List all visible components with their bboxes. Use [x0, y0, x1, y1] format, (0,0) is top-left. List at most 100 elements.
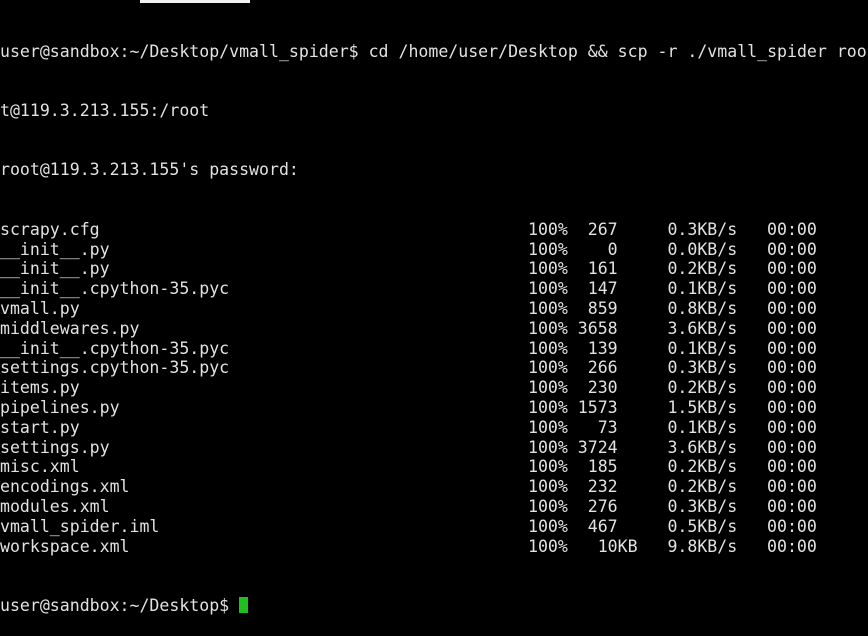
file-name: misc.xml	[0, 457, 80, 477]
transfer-size: 467	[577, 516, 618, 536]
transfer-percent: 100%	[527, 397, 568, 417]
transfer-rate: 0.2KB/s	[667, 378, 738, 398]
transfer-time: 00:00	[767, 457, 817, 477]
transfer-time: 00:00	[767, 397, 817, 417]
transfer-percent: 100%	[527, 378, 568, 398]
prompt-text: user@sandbox:~/Desktop$	[0, 595, 240, 615]
file-name: __init__.py	[0, 239, 110, 259]
transfer-size: 266	[577, 358, 618, 378]
window-edge-highlight	[140, 0, 250, 3]
file-name: start.py	[0, 417, 80, 437]
file-name: scrapy.cfg	[0, 219, 100, 239]
transfer-percent: 100%	[527, 219, 568, 239]
transfer-row: settings.py 100% 3724 3.6KB/s 00:00	[0, 438, 867, 458]
transfer-percent: 100%	[527, 496, 568, 516]
transfer-time: 00:00	[767, 338, 817, 358]
file-name: workspace.xml	[0, 536, 130, 556]
transfer-percent: 100%	[527, 318, 568, 338]
transfer-percent: 100%	[527, 516, 568, 536]
transfer-percent: 100%	[527, 298, 568, 318]
transfer-rate: 0.3KB/s	[667, 358, 738, 378]
file-name: vmall_spider.iml	[0, 516, 160, 536]
transfer-rate: 0.2KB/s	[667, 477, 738, 497]
file-name: encodings.xml	[0, 477, 130, 497]
transfer-time: 00:00	[767, 279, 817, 299]
transfer-size: 185	[577, 457, 618, 477]
file-name: __init__.cpython-35.pyc	[0, 338, 230, 358]
file-name: modules.xml	[0, 496, 110, 516]
file-name: settings.cpython-35.pyc	[0, 358, 230, 378]
transfer-size: 267	[577, 219, 618, 239]
transfer-time: 00:00	[767, 358, 817, 378]
transfer-percent: 100%	[527, 279, 568, 299]
transfer-rate: 1.5KB/s	[667, 397, 738, 417]
transfer-percent: 100%	[527, 536, 568, 556]
transfer-row: __init__.cpython-35.pyc 100% 147 0.1KB/s 00…	[0, 279, 867, 299]
transfer-row: __init__.py 100% 161 0.2KB/s 00:00	[0, 259, 867, 279]
transfer-row: modules.xml 100% 276 0.3KB/s 00:00	[0, 497, 867, 517]
transfer-time: 00:00	[767, 437, 817, 457]
transfer-rate: 0.0KB/s	[667, 239, 738, 259]
transfer-size: 10KB	[577, 536, 638, 556]
transfer-rate: 0.8KB/s	[667, 298, 738, 318]
transfer-size: 147	[577, 279, 618, 299]
transfer-percent: 100%	[527, 259, 568, 279]
transfer-rate: 3.6KB/s	[667, 437, 738, 457]
transfer-rate: 0.1KB/s	[667, 279, 738, 299]
transfer-time: 00:00	[767, 536, 817, 556]
transfer-row: workspace.xml 100% 10KB 9.8KB/s 00:00	[0, 537, 867, 557]
transfer-size: 3658	[577, 318, 618, 338]
transfer-size: 232	[577, 477, 618, 497]
transfer-rate: 9.8KB/s	[667, 536, 738, 556]
transfer-rate: 0.5KB/s	[667, 516, 738, 536]
transfer-size: 73	[577, 417, 618, 437]
transfer-time: 00:00	[767, 219, 817, 239]
transfer-size: 859	[577, 298, 618, 318]
transfer-time: 00:00	[767, 259, 817, 279]
transfer-time: 00:00	[767, 298, 817, 318]
file-name: items.py	[0, 378, 80, 398]
transfer-time: 00:00	[767, 496, 817, 516]
transfer-size: 3724	[577, 437, 618, 457]
file-name: __init__.cpython-35.pyc	[0, 279, 230, 299]
transfer-row: settings.cpython-35.pyc 100% 266 0.3KB/s 00…	[0, 358, 867, 378]
transfer-row: __init__.py 100% 0 0.0KB/s 00:00	[0, 240, 867, 260]
transfer-percent: 100%	[527, 457, 568, 477]
transfer-percent: 100%	[527, 437, 568, 457]
transfer-size: 0	[577, 239, 618, 259]
transfer-row: pipelines.py 100% 1573 1.5KB/s 00:00	[0, 398, 867, 418]
transfer-time: 00:00	[767, 239, 817, 259]
transfer-rate: 0.2KB/s	[667, 457, 738, 477]
transfer-size: 1573	[577, 397, 618, 417]
file-name: pipelines.py	[0, 397, 120, 417]
transfer-time: 00:00	[767, 516, 817, 536]
file-name: vmall.py	[0, 298, 80, 318]
transfer-row: middlewares.py 100% 3658 3.6KB/s 00:00	[0, 319, 867, 339]
transfer-row: vmall.py 100% 859 0.8KB/s 00:00	[0, 299, 867, 319]
transfer-rate: 0.2KB/s	[667, 259, 738, 279]
shell-prompt[interactable]: user@sandbox:~/Desktop$	[0, 596, 867, 616]
command-line-wrap: t@119.3.213.155:/root	[0, 100, 210, 120]
transfer-row: scrapy.cfg 100% 267 0.3KB/s 00:00	[0, 220, 867, 240]
transfer-time: 00:00	[767, 318, 817, 338]
transfer-time: 00:00	[767, 417, 817, 437]
transfer-row: encodings.xml 100% 232 0.2KB/s 00:00	[0, 477, 867, 497]
file-name: middlewares.py	[0, 318, 140, 338]
terminal-cursor	[239, 596, 249, 613]
transfer-rate: 0.1KB/s	[667, 338, 738, 358]
password-prompt: root@119.3.213.155's password:	[0, 160, 299, 180]
transfer-row: items.py 100% 230 0.2KB/s 00:00	[0, 378, 867, 398]
transfer-rate: 0.3KB/s	[667, 219, 738, 239]
transfer-size: 161	[577, 259, 618, 279]
transfer-rate: 3.6KB/s	[667, 318, 738, 338]
file-name: settings.py	[0, 437, 110, 457]
transfer-row: __init__.cpython-35.pyc 100% 139 0.1KB/s 00…	[0, 339, 867, 359]
transfer-percent: 100%	[527, 417, 568, 437]
transfer-row: start.py 100% 73 0.1KB/s 00:00	[0, 418, 867, 438]
transfer-rate: 0.3KB/s	[667, 496, 738, 516]
transfer-percent: 100%	[527, 338, 568, 358]
transfer-rate: 0.1KB/s	[667, 417, 738, 437]
transfer-row: misc.xml 100% 185 0.2KB/s 00:00	[0, 457, 867, 477]
transfer-time: 00:00	[767, 477, 817, 497]
